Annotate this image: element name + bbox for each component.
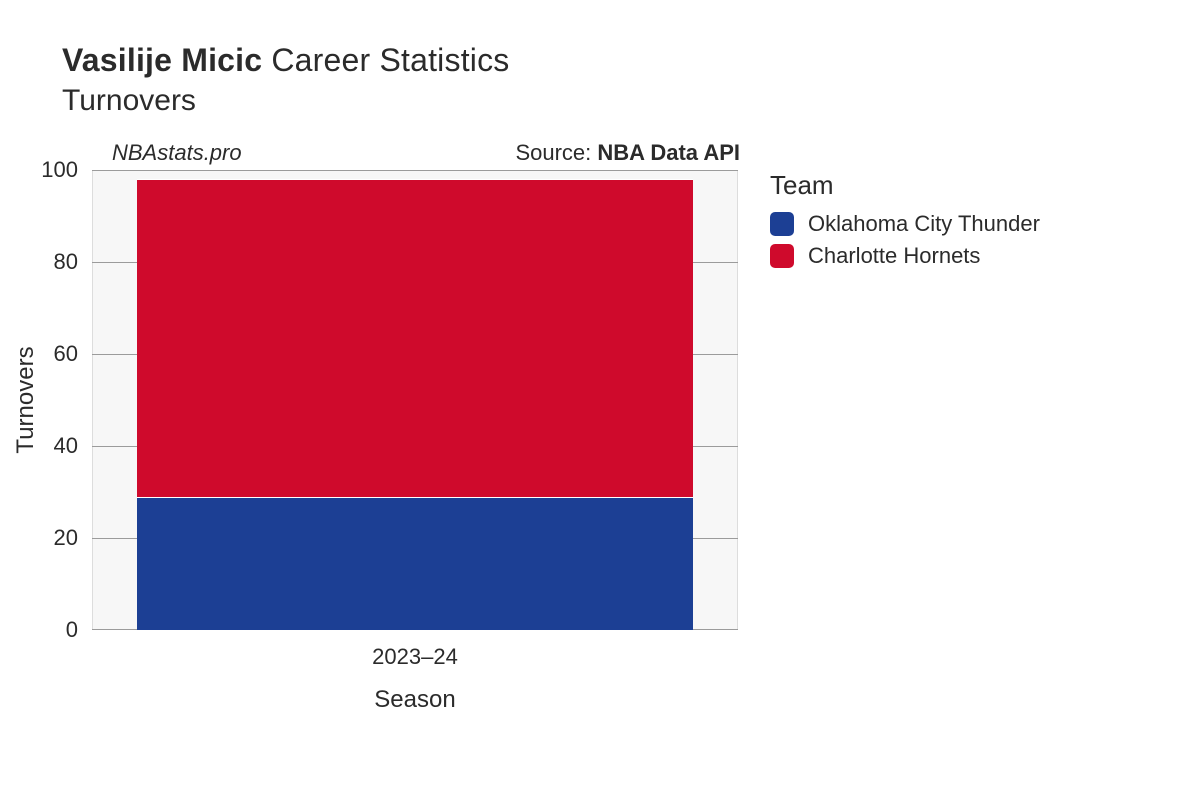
bar-segment bbox=[137, 179, 693, 496]
y-tick-label: 60 bbox=[38, 341, 78, 367]
source-value: NBA Data API bbox=[597, 140, 740, 165]
plot-frame-left bbox=[92, 170, 93, 630]
plot-frame-right bbox=[737, 170, 738, 630]
watermark: NBAstats.pro bbox=[112, 140, 242, 166]
x-tick-label: 2023–24 bbox=[372, 644, 458, 670]
chart-title: Vasilije Micic Career Statistics bbox=[62, 42, 510, 79]
y-axis-label: Turnovers bbox=[12, 346, 40, 453]
legend-label: Charlotte Hornets bbox=[808, 243, 980, 269]
title-suffix: Career Statistics bbox=[271, 42, 509, 78]
x-axis-label: Season bbox=[374, 686, 455, 714]
legend-label: Oklahoma City Thunder bbox=[808, 211, 1040, 237]
legend: Team Oklahoma City Thunder Charlotte Horn… bbox=[770, 170, 1040, 275]
y-tick-label: 40 bbox=[38, 433, 78, 459]
legend-item: Charlotte Hornets bbox=[770, 243, 1040, 269]
source-label: Source: bbox=[515, 140, 597, 165]
chart-root: Vasilije Micic Career Statistics Turnove… bbox=[0, 0, 1200, 800]
legend-swatch bbox=[770, 212, 794, 236]
gridline bbox=[92, 170, 738, 171]
legend-title: Team bbox=[770, 170, 1040, 201]
title-player-name: Vasilije Micic bbox=[62, 42, 262, 78]
y-tick-label: 100 bbox=[38, 157, 78, 183]
y-tick-label: 0 bbox=[38, 617, 78, 643]
plot-area: Turnovers Season 0204060801002023–24 bbox=[92, 170, 738, 630]
bar-segment bbox=[137, 497, 693, 630]
legend-item: Oklahoma City Thunder bbox=[770, 211, 1040, 237]
source-attribution: Source: NBA Data API bbox=[515, 140, 740, 166]
y-tick-label: 80 bbox=[38, 249, 78, 275]
y-tick-label: 20 bbox=[38, 525, 78, 551]
legend-swatch bbox=[770, 244, 794, 268]
chart-subtitle: Turnovers bbox=[62, 84, 196, 118]
